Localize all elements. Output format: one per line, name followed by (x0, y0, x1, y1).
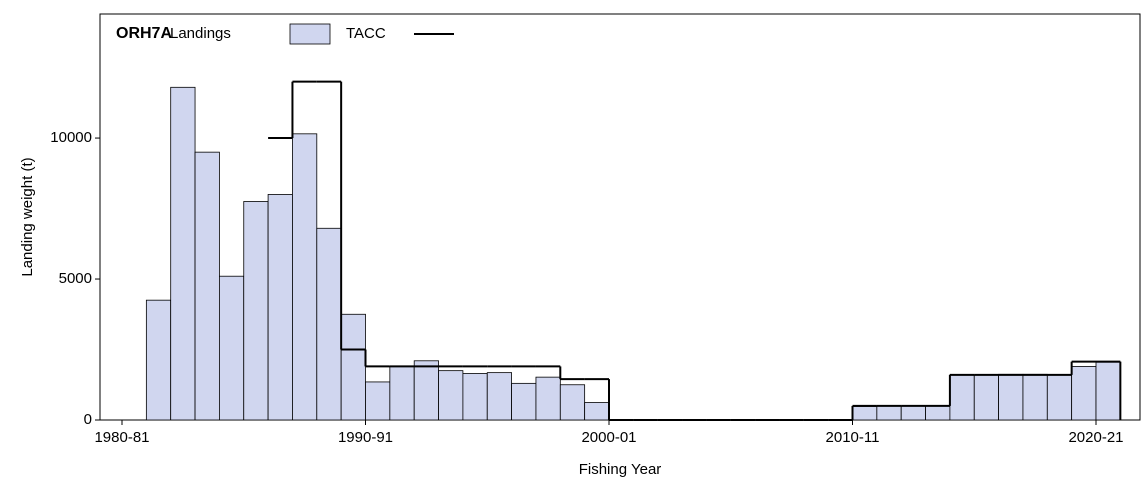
x-tick-label: 2010-11 (826, 429, 880, 446)
y-axis-label: Landing weight (t) (19, 157, 36, 276)
bar (876, 405, 902, 421)
bar (584, 402, 610, 421)
bar (511, 382, 537, 421)
bar (145, 299, 172, 421)
bar (413, 360, 439, 421)
bar (292, 133, 318, 421)
bar (170, 86, 196, 421)
bar (1022, 373, 1048, 421)
bar (438, 370, 464, 421)
bar (1095, 361, 1121, 421)
y-tick-label: 10000 (50, 129, 92, 146)
x-tick-label: 2020-21 (1068, 429, 1123, 446)
bar (365, 381, 391, 421)
y-tick-label: 5000 (59, 270, 92, 287)
bar (1046, 374, 1073, 421)
chart-title: ORH7A (116, 25, 172, 42)
bar (949, 374, 975, 421)
bar (559, 384, 586, 421)
x-tick-label: 2000-01 (581, 429, 636, 446)
bar (389, 366, 415, 421)
bar (194, 151, 220, 421)
bar (1071, 366, 1097, 421)
bar (998, 373, 1024, 421)
bar (267, 194, 293, 421)
bar (243, 201, 269, 421)
bar (852, 406, 878, 421)
x-tick-label: 1980-81 (94, 429, 149, 446)
y-tick-label: 0 (84, 411, 92, 428)
bar (486, 372, 513, 421)
bar (462, 373, 488, 421)
x-axis-label: Fishing Year (579, 461, 662, 478)
legend-label: TACC (346, 25, 386, 42)
bar (218, 275, 245, 421)
bar (535, 376, 561, 421)
legend-swatch (289, 23, 331, 45)
legend-label: Landings (170, 25, 231, 42)
bar (340, 313, 366, 421)
bar (925, 405, 951, 421)
bar (316, 227, 342, 421)
bar (900, 405, 926, 421)
bar (973, 374, 1000, 421)
x-tick-label: 1990-91 (338, 429, 393, 446)
